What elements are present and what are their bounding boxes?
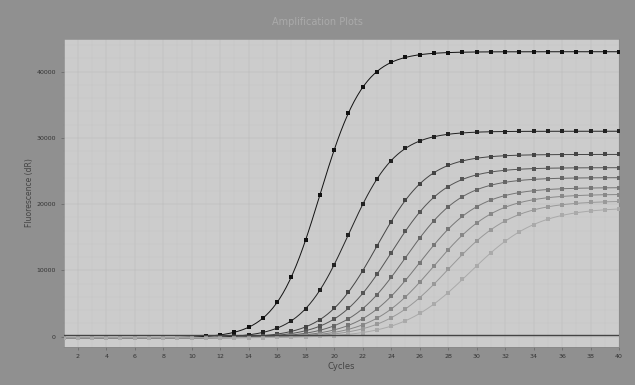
Text: Amplification Plots: Amplification Plots	[272, 17, 363, 27]
Y-axis label: Fluorescence (dR): Fluorescence (dR)	[25, 158, 34, 227]
X-axis label: Cycles: Cycles	[328, 362, 355, 371]
